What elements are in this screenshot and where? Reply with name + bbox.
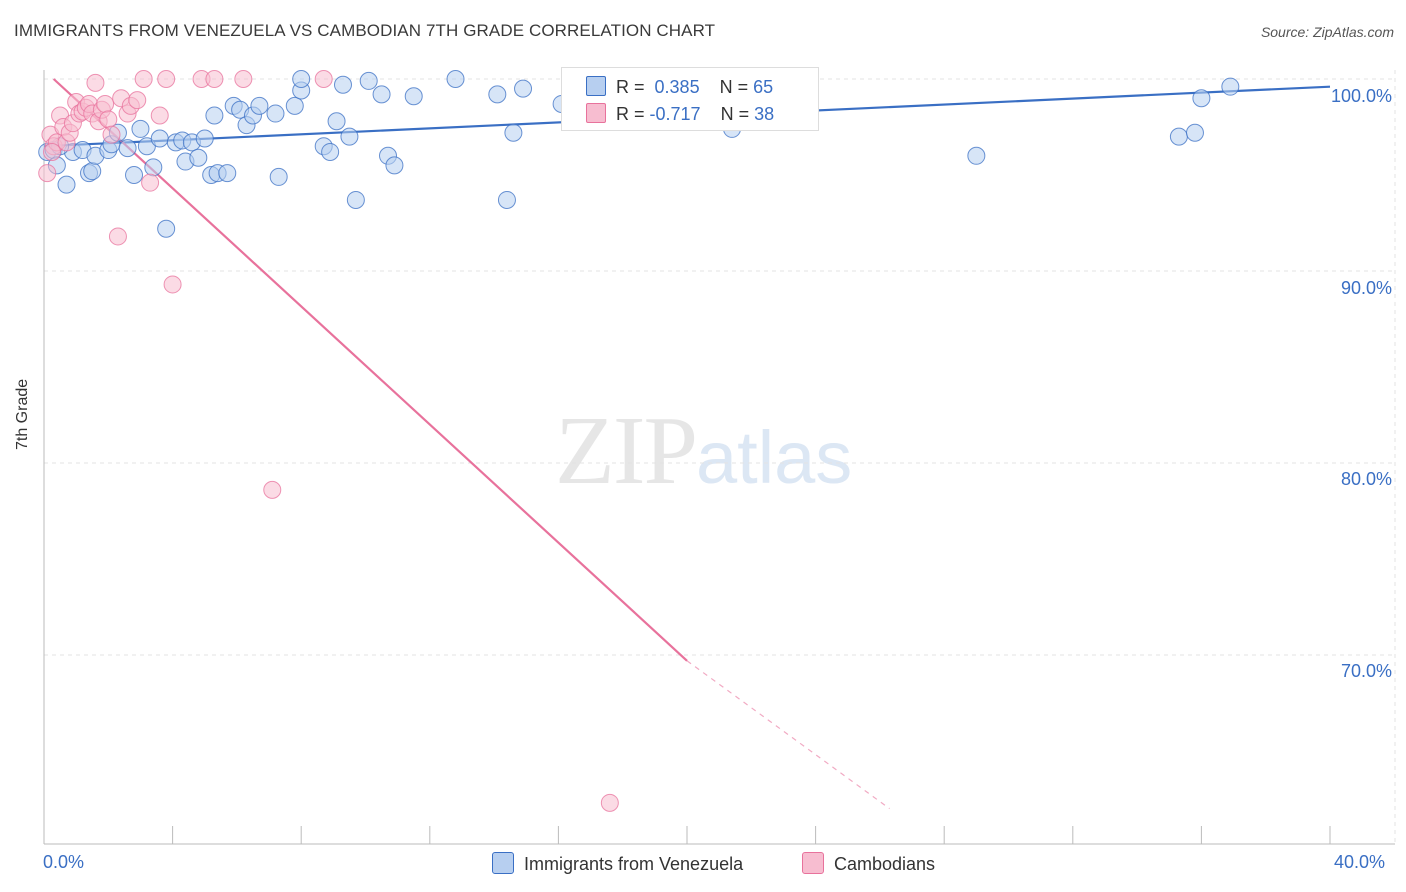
pink-swatch [586,103,606,123]
watermark: ZIPatlas [555,395,852,507]
y-tick-label: 70.0% [1340,661,1392,681]
cambodian-point [163,275,182,294]
venezuela-point [1192,89,1211,108]
cambodian-point [86,73,105,92]
venezuela-point [285,96,304,115]
y-axis-label: 7th Grade [14,378,31,450]
cambodian-point [38,164,57,183]
venezuela-point [359,71,378,90]
venezuela-point [189,148,208,167]
cambodian-point [600,793,619,812]
venezuela-point [372,85,391,104]
venezuela-point [1169,127,1188,146]
cambodian-point [157,70,176,88]
venezuela-point [205,106,224,125]
stats-row-cambodians: R = -0.717 N = 38 [586,103,774,125]
cambodian-point [96,94,115,113]
cambodian-point [108,227,127,246]
grid-lines [44,70,1396,844]
venezuela-point [269,167,288,186]
venezuela-point [150,129,169,148]
venezuela-point [404,87,423,106]
venezuela-point [292,70,311,88]
axes [43,70,1395,845]
cambodian-point [150,106,169,125]
r-label: R = [616,77,645,97]
venezuela-point [333,75,352,94]
legend-item-cambodians[interactable]: Cambodians [802,852,935,875]
x-tick-label: 0.0% [43,852,85,872]
venezuela-point [1185,123,1204,142]
venezuela-point [57,175,76,194]
legend-label: Cambodians [834,854,936,874]
venezuela-point [321,142,340,161]
stats-legend: R = 0.385 N = 65 R = -0.717 N = 38 [561,67,819,131]
r-value: -0.717 [649,104,701,124]
venezuela-point [346,190,365,209]
data-points [38,70,1240,812]
cambodian-point [102,125,121,144]
cambodian-point [99,110,118,129]
watermark-zip: ZIP [555,397,698,505]
venezuela-point [195,129,214,148]
venezuela-point [157,219,176,238]
trend-line-cambodians [52,78,688,662]
venezuela-point [504,123,523,142]
cambodian-point [263,480,282,499]
venezuela-point [125,166,144,184]
venezuela-point [1221,77,1240,96]
n-label: N = [719,77,749,97]
cambodian-point [128,91,147,110]
n-label: N = [720,104,750,124]
venezuela-point [514,79,533,98]
n-value: 38 [754,104,775,124]
cambodian-point [234,70,253,88]
cambodian-point [314,70,333,88]
trend-line-cambodians-extension [686,660,890,810]
venezuela-point [446,70,465,88]
legend-item-venezuela[interactable]: Immigrants from Venezuela [492,852,743,875]
venezuela-point [266,104,285,123]
venezuela-point [488,85,507,104]
venezuela-point [497,190,516,209]
cambodian-point [134,70,153,88]
n-value: 65 [753,77,774,97]
chart-source: Source: ZipAtlas.com [1260,24,1394,40]
venezuela-point [250,96,269,115]
venezuela-point [385,156,404,175]
venezuela-point [340,127,359,146]
venezuela-point [144,158,163,177]
r-label: R = [616,104,645,124]
y-tick-label: 100.0% [1330,86,1392,106]
cambodian-point [141,173,160,192]
y-tick-label: 80.0% [1340,469,1392,489]
trend-lines [43,78,1331,810]
chart-title: IMMIGRANTS FROM VENEZUELA VS CAMBODIAN 7… [14,21,716,40]
venezuela-point [967,146,986,165]
x-tick-label: 40.0% [1334,852,1386,872]
venezuela-point [83,162,102,181]
watermark-atlas: atlas [696,416,853,499]
r-value: 0.385 [654,77,700,97]
venezuela-point [118,139,137,158]
venezuela-point [327,112,346,131]
stats-row-venezuela: R = 0.385 N = 65 [586,76,773,98]
venezuela-point [131,119,150,138]
y-tick-label: 90.0% [1340,278,1392,298]
pink-swatch [802,852,824,874]
blue-swatch [586,76,606,96]
legend-label: Immigrants from Venezuela [524,854,744,874]
blue-swatch [492,852,514,874]
cambodian-point [205,70,224,88]
venezuela-point [218,164,237,183]
cambodian-point [43,142,62,161]
